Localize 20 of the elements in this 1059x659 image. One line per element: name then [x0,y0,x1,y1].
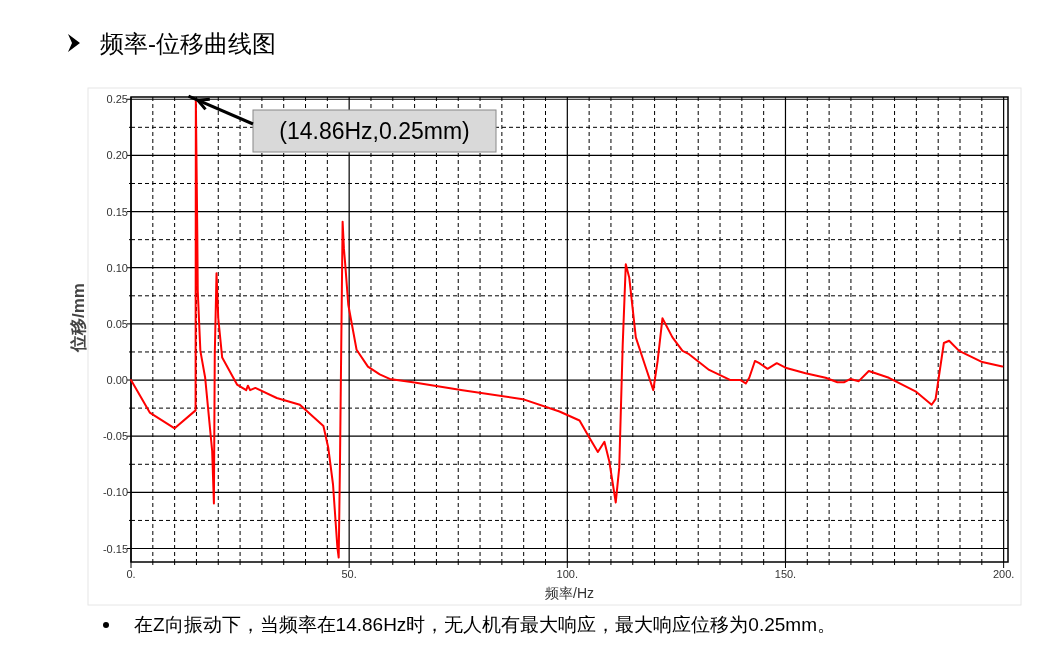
y-tick-label: -0.15 [102,542,128,555]
y-axis-title: 位移/mm [69,283,88,353]
y-tick-label: 0.20 [106,149,128,162]
x-tick-label: 100. [556,568,579,580]
annotation: (14.86Hz,0.25mm) [279,118,470,144]
y-tick-label: 0.10 [106,261,128,274]
x-tick-label: 200. [992,568,1015,580]
y-tick-label: 0.05 [106,317,128,330]
y-tick-label: 0.15 [106,205,128,218]
x-tick-label: 50. [341,568,357,580]
y-tick-label: -0.10 [102,486,128,499]
x-axis-title: 频率/Hz [545,585,594,601]
y-tick-label: 0.00 [106,374,128,387]
line-series [130,98,1004,559]
x-tick-label: 150. [774,568,797,580]
chart-title: 频率-位移曲线图 [100,30,276,57]
text: 在Z向振动下，当频率在14.86Hz时，无人机有最大响应，最大响应位移为0.25mm。 [134,614,837,635]
x-tick-label: 0. [126,568,136,580]
y-tick-label: -0.05 [102,430,128,443]
y-tick-label: 0.25 [106,93,128,106]
